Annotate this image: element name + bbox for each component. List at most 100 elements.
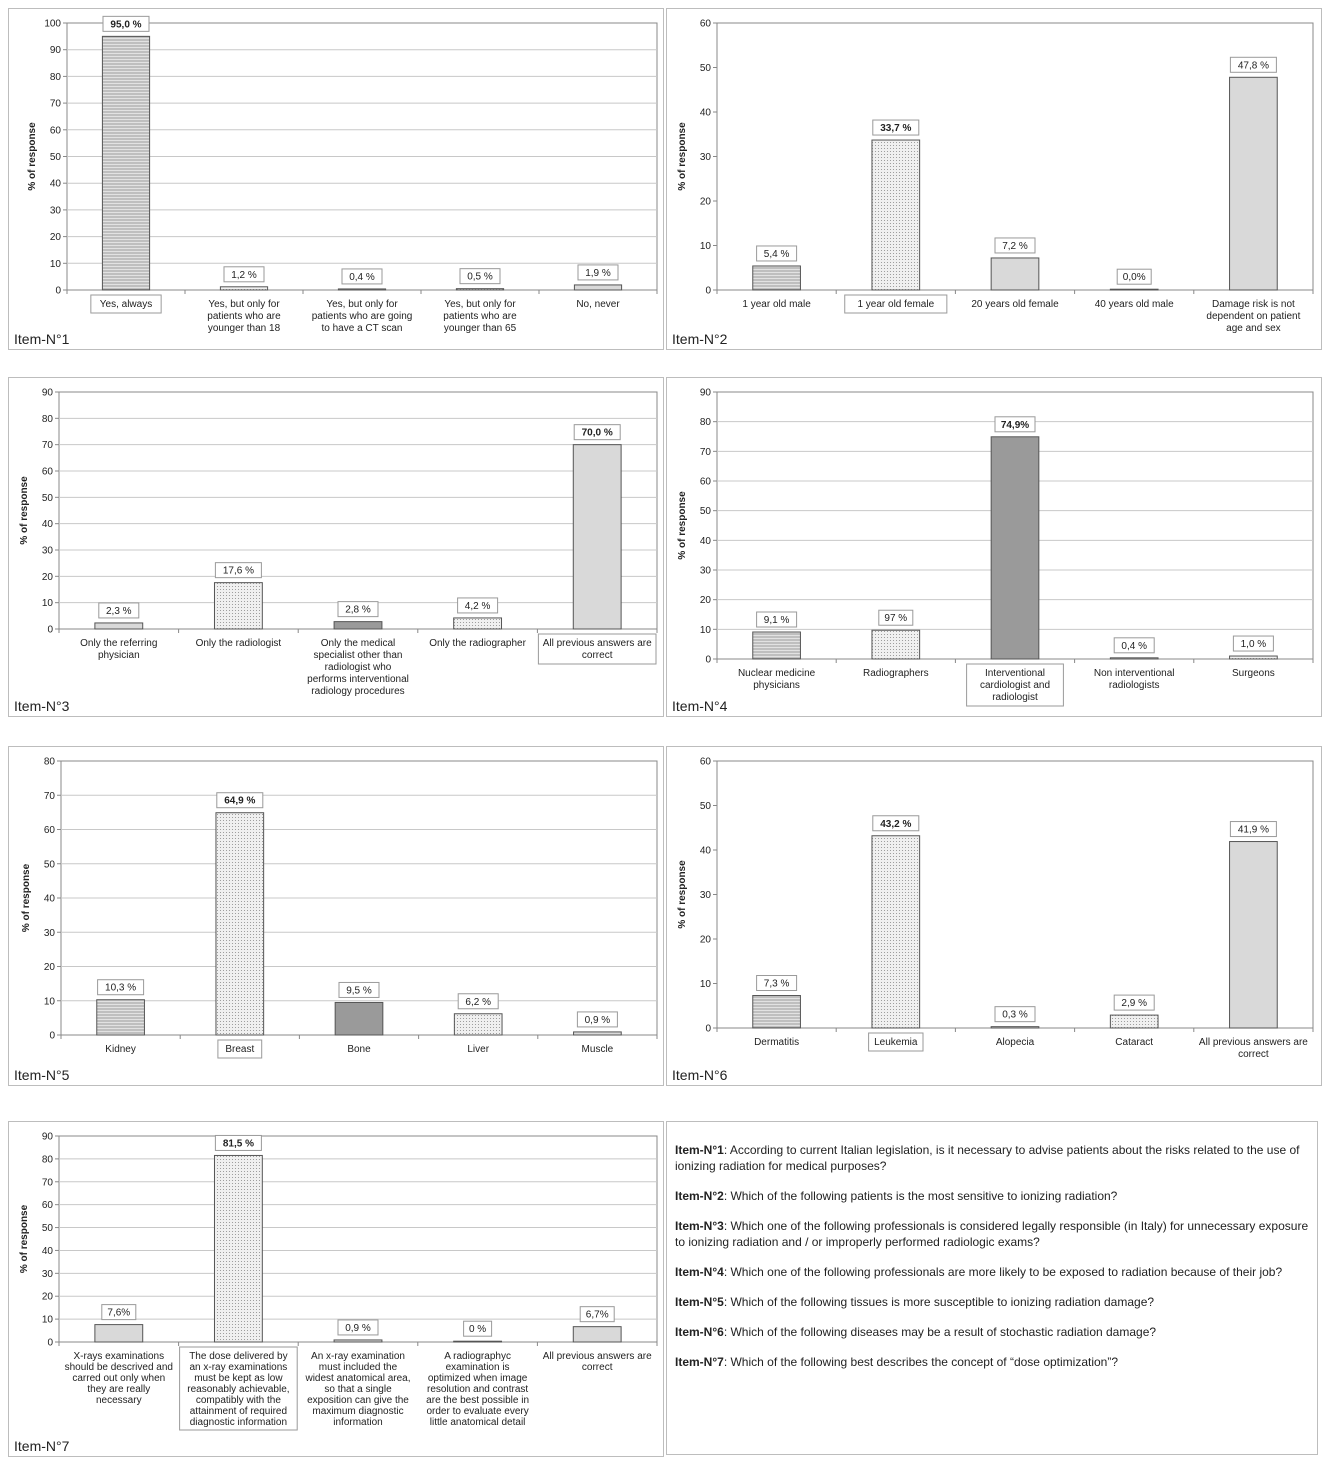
category-label-line: performs interventional [307,674,409,685]
data-label-box [872,119,920,136]
category-label: Only the radiologist [196,638,282,649]
correct-answer-box [537,633,657,665]
category-label: X-rays examinations should be descrived a… [65,1351,173,1406]
category-label-line: Yes, but only for [444,299,516,310]
question-text: : According to current Italian legislati… [675,1143,1300,1173]
y-tick-label: 10 [44,996,56,1007]
category-label-line: so that a single [324,1384,392,1395]
bar-chart-item-3: 0 10 20 30 40 50 60 70 80 90 % of response 2,3 % Onl… [19,388,658,697]
data-label-box [1116,268,1152,285]
category-label-line: Yes, but only for [326,299,398,310]
category-label: No, never [576,299,620,310]
bar-chart-item-1: 0 10 20 30 40 50 60 70 80 90 100 % of response 95,0 … [27,15,658,334]
data-label-box [101,1304,137,1321]
bar [333,621,383,630]
y-tick-label: 20 [42,572,54,583]
bar [333,1339,383,1343]
y-tick-label: 50 [42,1223,54,1234]
data-label-box [457,993,499,1010]
question-id: Item-N°1 [675,1143,724,1157]
bar [453,1013,503,1036]
y-tick-label: 10 [700,979,712,990]
bar [213,582,263,630]
y-tick-label: 20 [700,595,712,606]
bar [573,284,623,291]
category-label-line: compatibly with the [196,1395,281,1406]
question-text: : Which one of the following professiona… [723,1265,1283,1279]
data-label: 0,5 % [467,272,493,283]
category-label: An x-ray examination must included the wid… [304,1351,410,1428]
category-label-line: cardiologist and [980,680,1050,691]
correct-answer-box [868,1032,924,1052]
bar [334,1001,384,1036]
category-label-line: age and sex [1226,323,1281,334]
y-tick-label: 30 [700,566,712,577]
bar [871,629,921,660]
data-label: 0,4 % [349,272,375,283]
y-tick-label: 80 [42,1154,54,1165]
data-label-box [994,1006,1036,1023]
correct-answer-box [217,1039,263,1059]
category-label-line: Liver [467,1044,489,1055]
data-label-box [214,562,262,579]
data-label: 0 % [469,1324,486,1335]
plot-area [716,760,1314,1029]
y-tick-label: 40 [42,519,54,530]
y-tick-label: 10 [700,241,712,252]
correct-answer-box [966,663,1064,707]
category-label-line: Surgeons [1232,668,1275,679]
category-label: Cataract [1115,1037,1153,1048]
category-label-line: maximum diagnostic [312,1406,403,1417]
y-tick-label: 30 [42,546,54,557]
data-label: 41,9 % [1238,825,1269,836]
category-label-line: resolution and contrast [427,1384,528,1395]
category-label-line: Kidney [105,1044,136,1055]
y-tick-label: 10 [42,1315,54,1326]
data-label-box [994,416,1036,433]
item-label: Item-N°6 [672,1067,728,1083]
bar-chart-item-5: 0 10 20 30 40 50 60 70 80 % of response 10,3 % Kidn… [21,757,658,1059]
data-label: 1,2 % [231,270,257,281]
bar-chart-item-2: 0 10 20 30 40 50 60 % of response 5,4 % 1 year ol… [677,19,1314,334]
data-label: 4,2 % [465,601,491,612]
y-tick-label: 0 [55,286,61,297]
category-label: Yes, always [100,299,152,310]
category-label-line: an x-ray examinations [189,1362,287,1373]
category-label: Surgeons [1232,668,1275,679]
category-label-line: radiologist who [325,662,392,673]
question-text: : Which one of the following professiona… [675,1219,1309,1249]
category-label: Breast [225,1044,254,1055]
data-label: 0,3 % [1002,1010,1028,1021]
data-label: 6,7% [586,1310,609,1321]
data-label-box [97,979,145,996]
data-label-box [98,602,140,619]
y-tick-label: 30 [50,205,62,216]
category-label-line: Non interventional [1094,668,1175,679]
y-tick-label: 0 [47,1338,53,1349]
y-tick-label: 20 [700,197,712,208]
category-label-line: little anatomical detail [430,1417,526,1428]
y-tick-label: 50 [42,493,54,504]
category-label: Only the referring physician [80,638,157,661]
data-label-box [576,1011,618,1028]
y-tick-label: 50 [700,506,712,517]
y-tick-label: 70 [42,440,54,451]
y-tick-label: 30 [700,890,712,901]
category-label: 1 year old female [857,299,934,310]
bar [96,999,145,1036]
data-label-box [878,609,914,626]
y-tick-label: 70 [44,791,56,802]
data-label-box [1229,821,1277,838]
category-label-line: Radiographers [863,668,929,679]
category-label-line: younger than 18 [208,323,281,334]
y-tick-label: 40 [700,846,712,857]
data-label: 70,0 % [582,428,613,439]
y-tick-label: 10 [700,625,712,636]
category-label: Damage risk is not dependent on patient ag… [1206,299,1300,334]
y-tick-label: 90 [50,45,62,56]
question-item-6: Item-N°6: Which of the following disease… [675,1324,1309,1340]
category-label-line: patients who are [443,311,517,322]
data-label-box [1229,56,1277,73]
y-tick-label: 20 [44,962,56,973]
category-label: Dermatitis [754,1037,799,1048]
